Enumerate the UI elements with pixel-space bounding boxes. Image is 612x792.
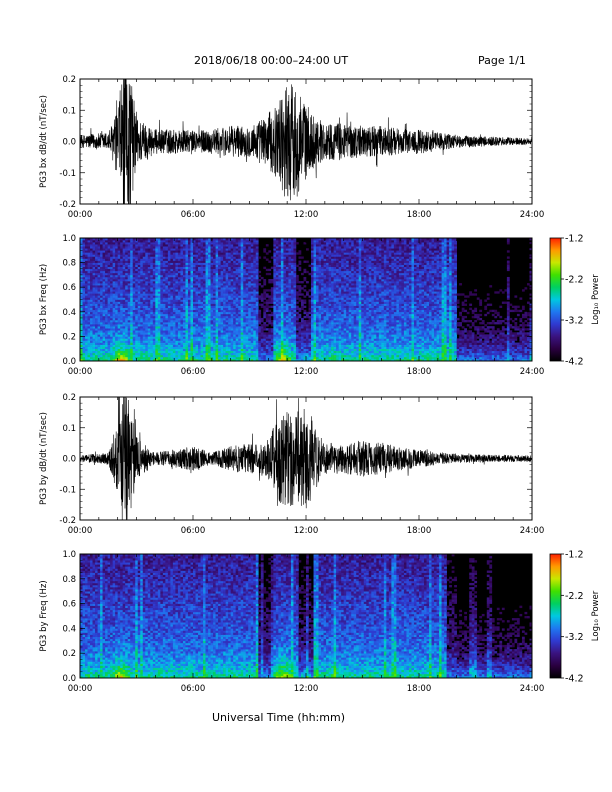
x-tick-label: 06:00 [181, 526, 206, 536]
x-tick-label: 12:00 [294, 367, 319, 377]
colorbar-tick-label: -4.2 [565, 357, 584, 368]
y-tick-label: 0.4 [62, 308, 76, 318]
y-tick-label: -0.1 [59, 485, 76, 495]
page-title: 2018/06/18 00:00–24:00 UT [194, 54, 349, 67]
y-tick-label: 0.1 [62, 106, 76, 116]
page-number: Page 1/1 [478, 54, 526, 67]
x-tick-label: 18:00 [407, 367, 432, 377]
y-tick-label: 0.1 [62, 424, 76, 434]
y-tick-label: 0.0 [62, 357, 76, 367]
x-tick-label: 12:00 [294, 526, 319, 536]
y-tick-label: 0.2 [62, 649, 76, 659]
y-tick-label: -0.2 [59, 516, 76, 526]
x-tick-label: 00:00 [68, 526, 93, 536]
colorbar-tick-label: -2.2 [565, 591, 584, 602]
x-tick-label: 24:00 [520, 210, 545, 220]
spectrogram-panel-1: -1.2 -2.2 -3.2 -4.2 Log₁₀ Power 00:00 06:00 12:… [39, 234, 601, 378]
x-tick-label: 12:00 [294, 684, 319, 694]
waveform-trace [80, 79, 532, 204]
x-tick-label: 00:00 [68, 367, 93, 377]
x-tick-label: 18:00 [407, 526, 432, 536]
y-tick-label: 1.0 [62, 234, 76, 244]
y-tick-label: 0.2 [62, 332, 76, 342]
y-axis-title: PG3 bx Freq (Hz) [39, 264, 49, 335]
colorbar [549, 553, 562, 679]
y-tick-label: 0.0 [62, 138, 76, 148]
y-tick-label: 1.0 [62, 550, 76, 560]
colorbar [549, 237, 562, 362]
x-tick-label: 00:00 [68, 684, 93, 694]
y-tick-label: 0.0 [62, 455, 76, 465]
x-tick-label: 12:00 [294, 210, 319, 220]
colorbar-tick-label: -3.2 [565, 632, 584, 643]
y-tick-label: -0.2 [59, 200, 76, 210]
y-axis-title: PG3 bx dB/dt (nT/sec) [39, 95, 49, 188]
colorbar-label: Log₁₀ Power [591, 590, 601, 641]
y-tick-label: 0.2 [62, 393, 76, 403]
y-tick-label: 0.6 [62, 600, 76, 610]
x-tick-label: 06:00 [181, 684, 206, 694]
y-tick-label: 0.0 [62, 674, 76, 684]
y-tick-label: 0.8 [62, 259, 76, 269]
x-tick-label: 06:00 [181, 367, 206, 377]
x-tick-label: 24:00 [520, 526, 545, 536]
colorbar-label: Log₁₀ Power [591, 274, 601, 325]
y-tick-label: 0.8 [62, 575, 76, 585]
y-tick-label: -0.1 [59, 169, 76, 179]
x-tick-label: 00:00 [68, 210, 93, 220]
y-tick-label: 0.4 [62, 624, 76, 634]
waveform-panel-0: 00:00 06:00 12:00 18:00 24:00 0.2 0.1 0.0 -0.1 -0… [39, 75, 545, 220]
colorbar-tick-label: -1.2 [565, 550, 584, 561]
colorbar-tick-label: -2.2 [565, 275, 584, 286]
spectrogram-panel-3: -1.2 -2.2 -3.2 -4.2 Log₁₀ Power 00:00 06:00 12:… [39, 550, 601, 695]
x-tick-label: 24:00 [520, 684, 545, 694]
y-axis-title: PG3 by Freq (Hz) [39, 580, 49, 651]
y-axis-title: PG3 by dB/dt (nT/sec) [39, 412, 49, 505]
x-tick-label: 06:00 [181, 210, 206, 220]
colorbar-tick-label: -4.2 [565, 674, 584, 685]
waveform-trace [80, 397, 532, 520]
x-tick-label: 18:00 [407, 210, 432, 220]
colorbar-tick-label: -1.2 [565, 234, 584, 245]
y-tick-label: 0.2 [62, 75, 76, 85]
x-tick-label: 18:00 [407, 684, 432, 694]
colorbar-tick-label: -3.2 [565, 316, 584, 327]
x-axis-title: Universal Time (hh:mm) [212, 711, 345, 724]
waveform-panel-2: 00:00 06:00 12:00 18:00 24:00 0.2 0.1 0.0 -0.1 -0… [39, 393, 545, 536]
x-tick-label: 24:00 [520, 367, 545, 377]
y-tick-label: 0.6 [62, 283, 76, 293]
